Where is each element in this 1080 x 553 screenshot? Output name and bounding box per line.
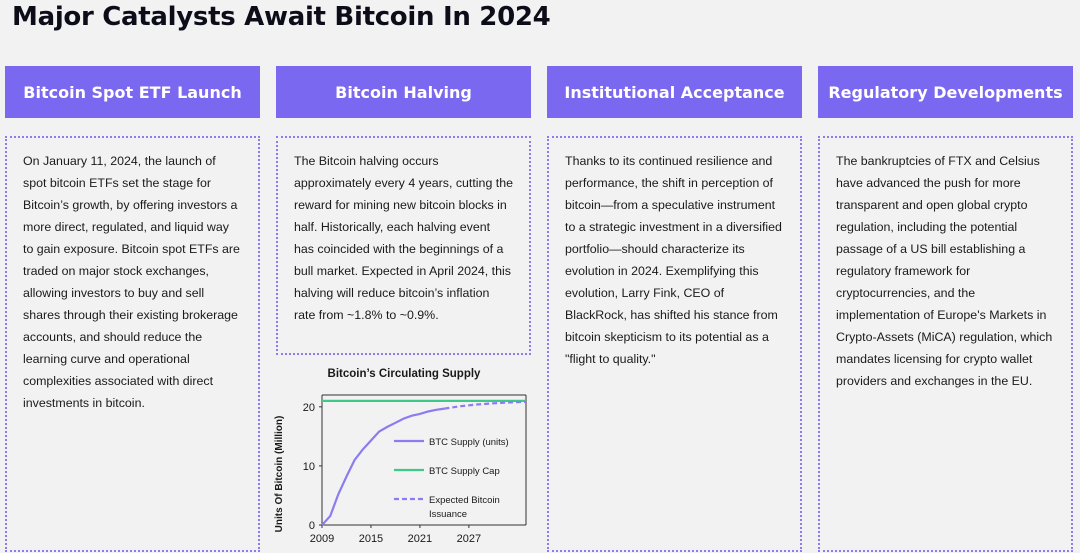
chart-y-axis-label: Units Of Bitcoin (Million) xyxy=(274,416,285,533)
legend-label: BTC Supply (units) xyxy=(429,437,509,448)
body-text: The Bitcoin halving occurs approximately… xyxy=(294,154,514,322)
x-tick-label: 2027 xyxy=(457,533,481,545)
text-box-regulatory-developments: The bankruptcies of FTX and Celsius have… xyxy=(818,136,1073,552)
legend-label: BTC Supply Cap xyxy=(429,466,500,477)
x-tick-label: 2009 xyxy=(310,533,334,545)
x-tick-label: 2015 xyxy=(359,533,383,545)
chart-axes: 2009 2015 2021 2027 0 10 20 xyxy=(303,394,527,545)
page-title: Major Catalysts Await Bitcoin In 2024 xyxy=(12,2,551,32)
heading-institutional-acceptance: Institutional Acceptance xyxy=(547,66,802,118)
heading-bitcoin-spot-etf: Bitcoin Spot ETF Launch xyxy=(5,66,260,118)
body-text: Thanks to its continued resilience and p… xyxy=(565,154,782,366)
heading-bitcoin-halving: Bitcoin Halving xyxy=(276,66,531,118)
series-line xyxy=(321,407,445,526)
body-text: The bankruptcies of FTX and Celsius have… xyxy=(836,154,1053,388)
text-box-institutional-acceptance: Thanks to its continued resilience and p… xyxy=(547,136,802,552)
series-line xyxy=(444,400,527,410)
legend-label: Issuance xyxy=(429,509,467,520)
y-tick-label: 10 xyxy=(303,461,315,473)
heading-regulatory-developments: Regulatory Developments xyxy=(818,66,1073,118)
chart-legend: BTC Supply (units) BTC Supply Cap Expected… xyxy=(394,437,509,520)
y-tick-label: 0 xyxy=(309,520,315,532)
text-box-bitcoin-spot-etf: On January 11, 2024, the launch of spot … xyxy=(5,136,260,552)
y-tick-label: 20 xyxy=(303,402,315,414)
chart-series xyxy=(321,399,527,526)
body-text: On January 11, 2024, the launch of spot … xyxy=(23,154,240,410)
legend-label: Expected Bitcoin xyxy=(429,495,500,506)
x-tick-label: 2021 xyxy=(408,533,432,545)
text-box-bitcoin-halving: The Bitcoin halving occurs approximately… xyxy=(276,136,531,355)
supply-chart: Bitcoin’s Circulating Supply Units Of Bi… xyxy=(274,368,527,545)
chart-title: Bitcoin’s Circulating Supply xyxy=(328,368,482,380)
